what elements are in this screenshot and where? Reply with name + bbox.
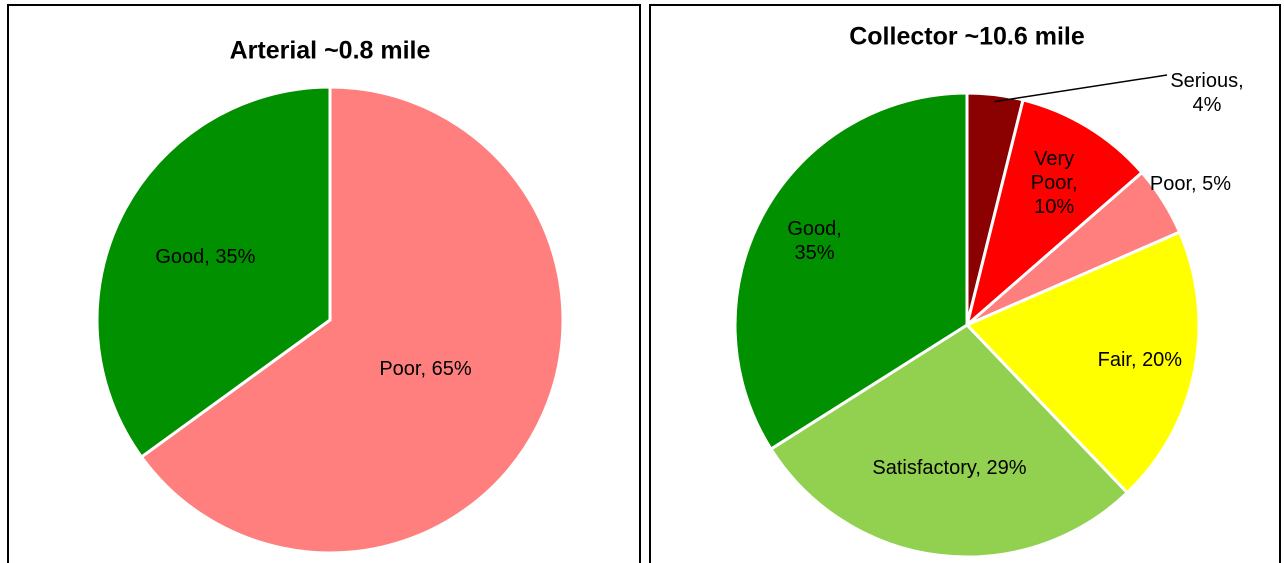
data-label: Serious, 4% [1170,70,1244,116]
data-label: Satisfactory, 29% [872,456,1027,479]
panel-border [649,4,1281,563]
data-label: Fair, 20% [1097,348,1183,371]
leader-line [994,74,1168,103]
pie-slice [768,323,1130,559]
chart-title: Arterial ~0.8 mile [230,37,431,65]
pie-slice [964,230,1201,495]
data-label: Good, 35% [787,218,842,265]
data-label: Very Poor, 10% [1030,147,1078,218]
pie-slice [95,85,332,460]
pie-slice [733,91,969,452]
data-label: Good, 35% [155,245,256,268]
data-label: Poor, 65% [379,357,472,380]
panel-border [7,4,641,563]
pie-slice [139,85,565,555]
pie-slice [964,98,1145,330]
data-label: Poor, 5% [1149,172,1232,195]
chart-title: Collector ~10.6 mile [849,23,1085,51]
